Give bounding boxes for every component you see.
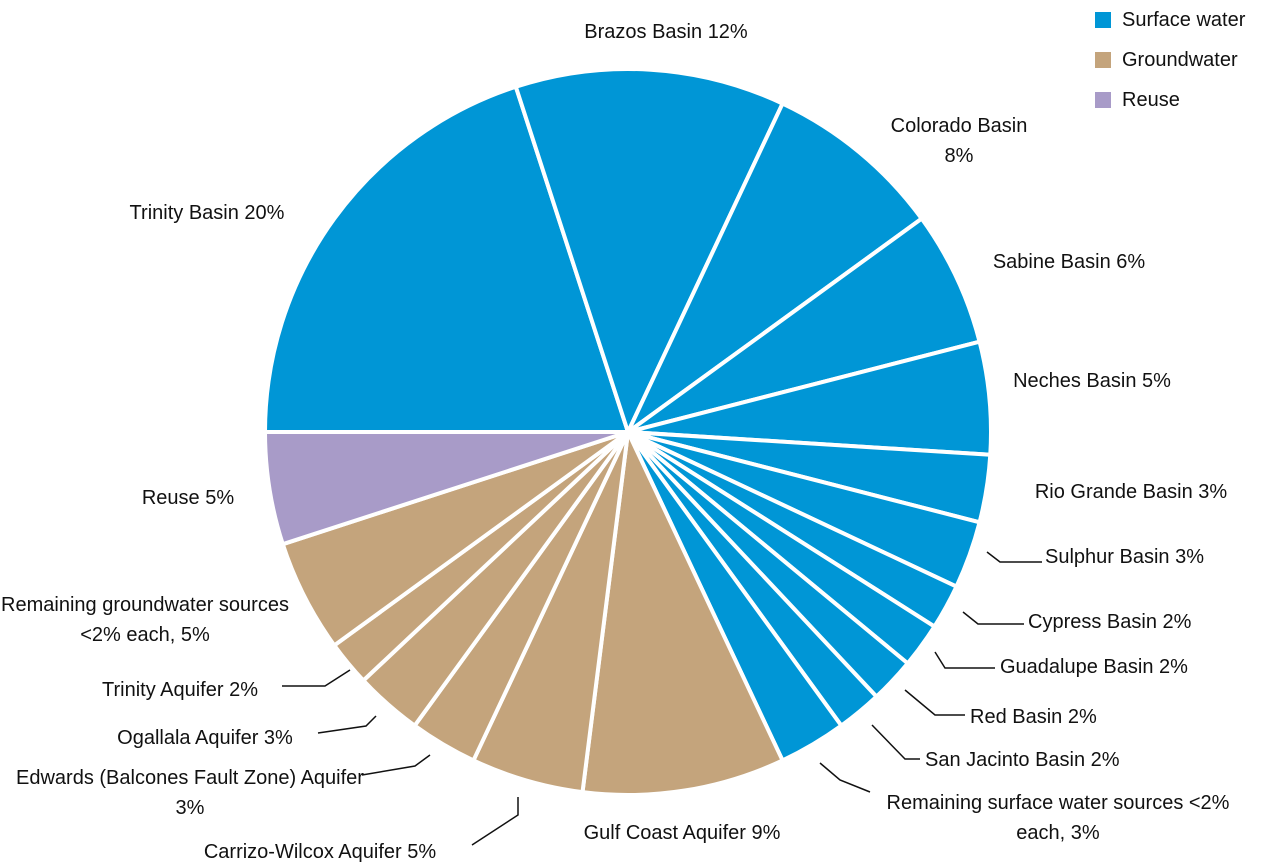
slice-name: Ogallala Aquifer <box>117 727 259 749</box>
slice-name: Cypress Basin <box>1028 611 1157 633</box>
slice-label: Colorado Basin 8% <box>879 111 1039 171</box>
slice-label: Sabine Basin 6% <box>993 247 1145 277</box>
slice-value-label: 3% <box>1070 822 1100 844</box>
slice-name: San Jacinto Basin <box>925 749 1086 771</box>
slice-value-label: 3% <box>263 727 293 749</box>
slice-value-label: 5% <box>180 624 210 646</box>
legend-swatch <box>1095 52 1111 68</box>
slice-value-label: 2% <box>1162 611 1192 633</box>
slice-name: Edwards (Balcones Fault Zone) Aquifer <box>16 767 364 789</box>
leader-line <box>282 669 351 687</box>
pie-slice <box>263 84 630 434</box>
leader-line <box>871 724 920 760</box>
slice-value-label: 5% <box>407 841 437 863</box>
slice-value-label: 6% <box>1116 251 1146 273</box>
slice-value-label: 9% <box>751 822 781 844</box>
leader-line <box>962 611 1024 625</box>
slice-name: Sulphur Basin <box>1045 546 1170 568</box>
leader-line <box>819 762 871 793</box>
slice-value-label: 3% <box>1198 481 1228 503</box>
slice-label: Trinity Basin 20% <box>130 198 285 228</box>
slice-name: Remaining surface water sources <2% each… <box>886 792 1230 844</box>
legend-text: Surface water <box>1122 9 1246 31</box>
slice-value-label: 5% <box>205 487 235 509</box>
legend-label: Reuse <box>1122 88 1180 112</box>
slice-label: Gulf Coast Aquifer 9% <box>584 818 781 848</box>
slice-name: Carrizo-Wilcox Aquifer <box>203 841 402 863</box>
slice-label: Neches Basin 5% <box>1013 366 1171 396</box>
pie-slice <box>626 101 924 434</box>
slice-value-label: 20% <box>244 202 285 224</box>
slice-value-label: 8% <box>944 145 974 167</box>
slice-name: Remaining groundwater sources <2% each, <box>1 594 289 646</box>
legend-text: Reuse <box>1122 89 1180 111</box>
pie-slice <box>263 430 630 547</box>
leader-line <box>934 651 995 669</box>
slice-label: Red Basin 2% <box>970 702 1097 732</box>
slice-label: San Jacinto Basin 2% <box>925 745 1120 775</box>
slice-value-label: 2% <box>1090 749 1120 771</box>
slice-value-label: 2% <box>229 679 258 701</box>
leader-line <box>471 797 519 846</box>
slice-label: Remaining surface water sources <2% each… <box>868 788 1248 848</box>
pie-slice <box>513 67 785 434</box>
leader-line <box>904 689 965 716</box>
slice-label: Edwards (Balcones Fault Zone) Aquifer 3% <box>10 763 370 823</box>
legend-swatch <box>1095 12 1111 28</box>
slice-label: Brazos Basin 12% <box>584 17 747 47</box>
slice-value-label: 5% <box>1142 370 1171 392</box>
legend-text: Groundwater <box>1122 49 1238 71</box>
slice-value-label: 3% <box>175 797 205 819</box>
slice-label: Rio Grande Basin 3% <box>1035 477 1227 507</box>
slice-label: Remaining groundwater sources <2% each, … <box>0 590 290 650</box>
pie-slice <box>580 430 785 797</box>
slice-value-label: 2% <box>1159 656 1188 678</box>
slice-label: Reuse 5% <box>142 483 234 513</box>
legend-label: Surface water <box>1122 8 1245 32</box>
slice-label: Ogallala Aquifer 3% <box>117 723 293 753</box>
slice-name: Trinity Aquifer <box>102 679 224 701</box>
slice-label: Cypress Basin 2% <box>1028 607 1191 637</box>
slice-name: Colorado Basin <box>890 115 1028 137</box>
leader-line <box>317 715 377 734</box>
leader-line <box>986 551 1042 563</box>
leader-line <box>361 754 431 776</box>
slice-value-label: 12% <box>707 21 748 43</box>
slice-label: Guadalupe Basin 2% <box>1000 652 1188 682</box>
slice-label: Trinity Aquifer 2% <box>102 675 258 705</box>
legend-label: Groundwater <box>1122 48 1238 72</box>
slice-name: Red Basin <box>970 706 1063 728</box>
slice-name: Reuse <box>141 487 200 509</box>
slice-label: Carrizo-Wilcox Aquifer 5% <box>204 837 436 865</box>
slice-name: Trinity Basin <box>129 202 239 224</box>
slice-value-label: 2% <box>1067 706 1097 728</box>
slice-label: Sulphur Basin 3% <box>1045 542 1204 572</box>
slice-value-label: 3% <box>1175 546 1204 568</box>
slice-name: Rio Grande Basin <box>1034 481 1193 503</box>
slice-name: Neches Basin <box>1013 370 1137 392</box>
legend-swatch <box>1095 92 1111 108</box>
slice-name: Brazos Basin <box>584 21 703 43</box>
pie-slice <box>626 216 982 434</box>
slice-name: Sabine Basin <box>992 251 1111 273</box>
slice-name: Guadalupe Basin <box>1000 656 1154 678</box>
slice-name: Gulf Coast Aquifer <box>583 822 746 844</box>
